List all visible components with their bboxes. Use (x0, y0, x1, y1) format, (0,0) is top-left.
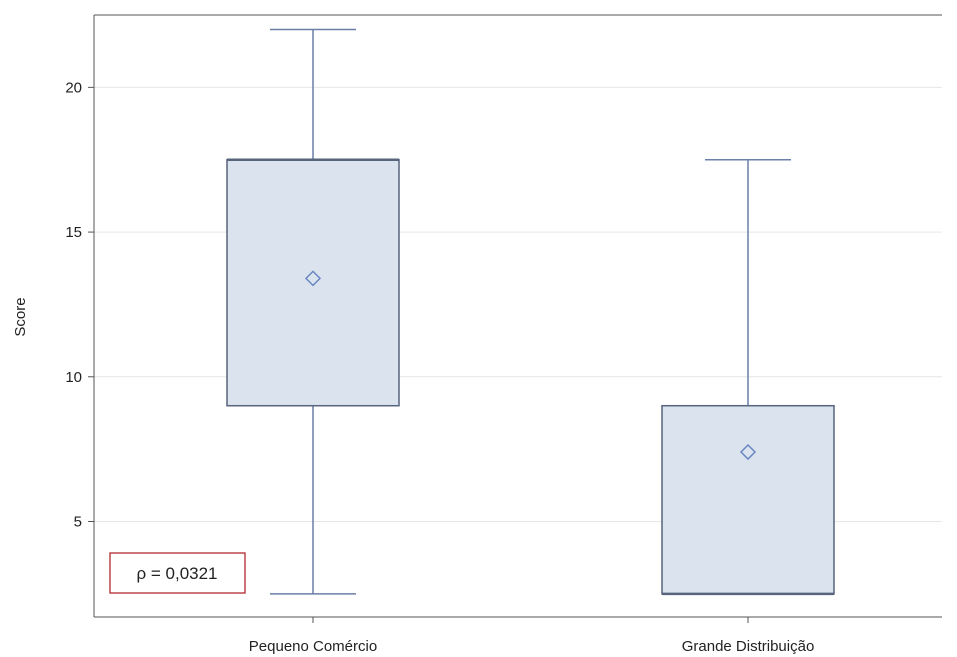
axes: 5 10 15 20 Pequeno Comércio Grande Distribuiç… (65, 14, 942, 655)
mean-marker (739, 443, 757, 461)
plot-area (226, 28, 835, 596)
y-axis-title: Score (12, 297, 29, 336)
mean-marker (304, 270, 322, 287)
box-group (661, 158, 835, 596)
x-tick-label: Grande Distribuição (682, 638, 815, 655)
iqr-box (226, 158, 400, 407)
box-group (226, 28, 400, 595)
y-tick-label: 15 (65, 224, 82, 241)
x-tick-label: Pequeno Comércio (249, 638, 377, 655)
annotation-border (109, 552, 246, 594)
y-tick-label: 20 (65, 79, 82, 96)
y-tick-label: 10 (65, 369, 82, 386)
y-tick-label: 5 (74, 513, 82, 530)
annotation-box: ρ = 0,0321 (109, 552, 246, 594)
iqr-box (661, 404, 835, 595)
annotation-text: ρ = 0,0321 (136, 564, 217, 583)
